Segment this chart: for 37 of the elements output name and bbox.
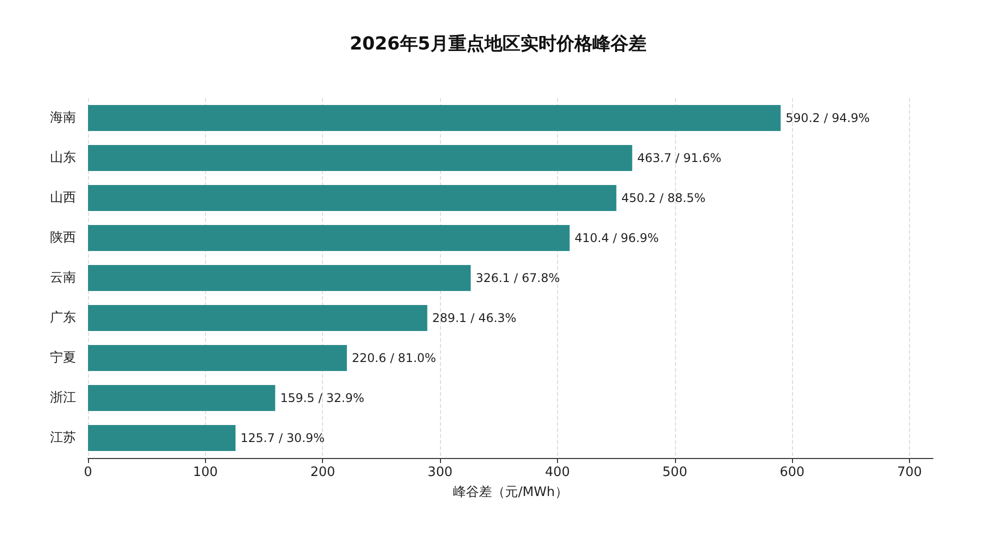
y-tick-label: 宁夏: [50, 350, 76, 366]
bar: [88, 345, 347, 371]
y-tick-label: 陕西: [50, 230, 76, 246]
data-label: 463.7 / 91.6%: [637, 151, 722, 165]
data-label: 590.2 / 94.9%: [786, 111, 870, 125]
data-label: 220.6 / 81.0%: [352, 351, 436, 365]
x-tick-label: 500: [662, 465, 688, 480]
bar: [88, 225, 570, 251]
y-tick-label: 广东: [50, 310, 76, 326]
x-tick-label: 400: [545, 465, 570, 480]
data-label: 289.1 / 46.3%: [432, 311, 516, 325]
y-tick-label: 江苏: [50, 430, 76, 446]
bar: [88, 105, 781, 131]
x-tick-label: 200: [310, 465, 336, 480]
data-label: 159.5 / 32.9%: [280, 391, 364, 405]
bar: [88, 305, 428, 331]
bar: [88, 385, 276, 411]
bar: [88, 425, 236, 451]
x-tick-label: 700: [897, 465, 922, 480]
data-label: 326.1 / 67.8%: [476, 271, 560, 285]
data-label: 125.7 / 30.9%: [240, 431, 325, 445]
y-tick-label: 山东: [50, 150, 76, 166]
x-tick-label: 0: [84, 465, 92, 480]
data-label: 410.4 / 96.9%: [574, 231, 659, 245]
y-tick-label: 云南: [50, 270, 76, 286]
data-label: 450.2 / 88.5%: [621, 191, 706, 205]
x-tick-label: 600: [780, 465, 805, 480]
y-tick-label: 海南: [50, 110, 76, 126]
y-tick-label: 浙江: [50, 390, 76, 406]
bar: [88, 185, 616, 211]
bar: [88, 145, 632, 171]
x-tick-label: 300: [428, 465, 452, 480]
x-axis-title: 峰谷差（元/MWh）: [453, 485, 568, 500]
x-tick-label: 100: [192, 465, 218, 480]
y-tick-label: 山西: [50, 190, 76, 206]
chart-title: 2026年5月重点地区实时价格峰谷差: [350, 34, 646, 54]
bar: [88, 265, 471, 291]
